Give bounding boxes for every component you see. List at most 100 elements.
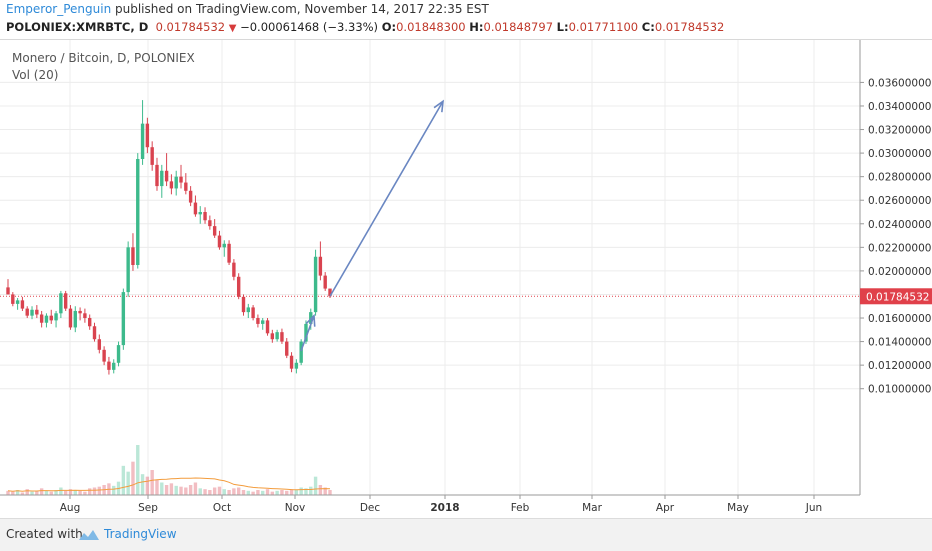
- candle-body: [227, 243, 231, 263]
- volume-bar: [241, 490, 246, 495]
- candle-body: [188, 190, 193, 203]
- candle-body: [217, 235, 222, 248]
- x-tick-label: Jun: [805, 502, 822, 514]
- volume-bar: [265, 489, 270, 495]
- volume-bar: [212, 487, 217, 495]
- projection-arrow[interactable]: [329, 100, 444, 297]
- candle-body: [35, 309, 39, 315]
- volume-bar: [164, 485, 169, 495]
- candle-body: [15, 300, 20, 304]
- volume-bar: [174, 485, 178, 495]
- low-value: 0.01771100: [568, 20, 639, 34]
- volume-ma-line: [7, 477, 331, 492]
- volume-bar: [11, 491, 15, 495]
- header-divider: [0, 39, 932, 40]
- volume-bar: [289, 489, 294, 495]
- volume-bar: [208, 490, 212, 495]
- last-price-label-text: 0.01784532: [866, 291, 929, 303]
- volume-bar: [251, 491, 255, 495]
- candle-body: [83, 313, 87, 319]
- y-tick-label: 0.01000000: [868, 384, 931, 396]
- candle-body: [208, 220, 212, 227]
- candle-body: [112, 362, 116, 370]
- candle-body: [318, 256, 323, 276]
- volume-bar: [203, 489, 207, 495]
- volume-bar: [232, 488, 236, 495]
- candle-body: [30, 309, 34, 316]
- volume-bar: [25, 489, 29, 495]
- candle-body: [59, 293, 63, 314]
- candle-body: [92, 326, 97, 340]
- volume-bar: [83, 491, 87, 495]
- tradingview-link[interactable]: TradingView: [104, 527, 177, 541]
- volume-bar: [54, 490, 58, 495]
- volume-bar: [256, 490, 260, 495]
- high-value: 0.01848797: [483, 20, 554, 34]
- y-tick-label: 0.03400000: [868, 101, 931, 113]
- candle-body: [304, 323, 308, 342]
- x-tick-label: 2018: [430, 502, 459, 514]
- open-label: O:: [381, 20, 397, 34]
- price-axis[interactable]: 0.01000000 0.01200000 0.01400000 0.01600000…: [860, 77, 931, 396]
- volume-bar: [169, 483, 174, 495]
- candle-body: [289, 355, 294, 369]
- candle-body: [236, 276, 241, 297]
- candle-body: [222, 243, 226, 248]
- volume-bar: [285, 490, 289, 495]
- drawn-arrows: [300, 99, 444, 352]
- volume-bar: [328, 490, 332, 495]
- candle-body: [256, 318, 260, 324]
- candle-body: [251, 307, 255, 319]
- volume-bar: [150, 470, 154, 495]
- candle-body: [140, 123, 145, 159]
- volume-bar: [136, 445, 140, 495]
- volume-bar: [121, 465, 126, 495]
- series-title: Monero / Bitcoin, D, POLONIEX: [12, 51, 195, 65]
- candle-body: [179, 176, 183, 183]
- candle-body: [193, 202, 198, 215]
- candle-body: [313, 256, 318, 313]
- close-label: C:: [641, 20, 655, 34]
- chart-grid: [0, 40, 860, 495]
- candle-body: [169, 181, 174, 189]
- candlesticks: [6, 100, 332, 375]
- candle-body: [88, 318, 92, 327]
- candle-body: [131, 247, 135, 266]
- candle-body: [212, 226, 217, 236]
- candle-body: [155, 164, 159, 187]
- volume-bar: [97, 486, 102, 495]
- small-arrow[interactable]: [300, 315, 315, 352]
- volume-bar: [44, 490, 49, 495]
- volume-bar: [313, 476, 318, 495]
- candle-body: [246, 307, 250, 313]
- x-tick-label: Apr: [656, 502, 675, 514]
- candle-body: [78, 310, 82, 314]
- candle-body: [270, 333, 275, 340]
- candle-body: [25, 308, 29, 316]
- y-tick-label: 0.03000000: [868, 148, 931, 160]
- candle-body: [328, 288, 332, 297]
- candle-body: [11, 294, 15, 304]
- candle-body: [63, 293, 68, 309]
- author-link[interactable]: Emperor_Penguin: [6, 2, 112, 16]
- publish-info: Emperor_Penguin published on TradingView…: [6, 2, 489, 16]
- y-tick-label: 0.02800000: [868, 172, 931, 184]
- last-price-label-bg: [860, 288, 932, 305]
- created-with-text: Created with: [6, 527, 83, 541]
- volume-bar: [270, 491, 275, 495]
- volume-bar: [299, 487, 303, 495]
- candle-body: [145, 123, 150, 148]
- candle-body: [150, 147, 154, 165]
- x-tick-label: Mar: [582, 502, 602, 514]
- candle-body: [203, 212, 207, 221]
- volume-indicator-label[interactable]: Vol (20): [12, 68, 59, 82]
- volume-bar: [140, 474, 145, 495]
- footer-bar: Created with TradingView: [0, 518, 932, 551]
- x-tick-label: Aug: [60, 502, 81, 514]
- volume-bar: [323, 487, 327, 495]
- volume-bar: [222, 489, 226, 495]
- y-tick-label: 0.02600000: [868, 195, 931, 207]
- price-chart[interactable]: 0.01000000 0.01200000 0.01400000 0.01600000…: [0, 40, 932, 518]
- time-axis[interactable]: Aug Sep Oct Nov Dec 2018 Feb Mar Apr May Jun: [60, 495, 822, 514]
- candle-body: [97, 339, 102, 350]
